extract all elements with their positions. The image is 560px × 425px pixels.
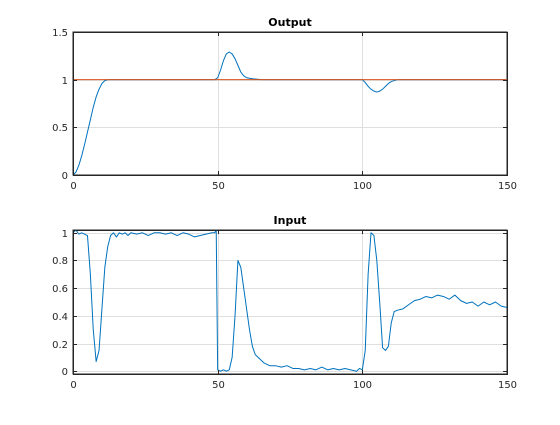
y-tick-label: 1.5 [52,28,68,39]
y-tick-label: 0 [62,171,68,182]
chart-title-input: Input [274,214,307,227]
x-tick-label: 50 [212,181,225,192]
y-tick-label: 0.5 [52,123,68,134]
axes-frame [73,32,508,176]
axes-output: 0 50 100 150 0 0.5 1 1.5 Output [52,16,517,192]
tick-layer: 0 50 100 150 0 0.2 0.4 0.6 0.8 1 [52,229,517,391]
y-tick-label: 1 [62,229,68,240]
grid-lines [73,230,507,374]
axes-frame [73,230,508,375]
tick-layer: 0 50 100 150 0 0.5 1 1.5 [52,28,517,192]
x-tick-label: 100 [353,380,372,391]
axes-background [72,229,508,375]
y-tick-label: 0.8 [52,256,68,267]
grid-lines [73,32,507,175]
x-tick-label: 50 [212,380,225,391]
x-tick-label: 150 [498,380,517,391]
series-layer [72,51,507,176]
series-layer [72,229,508,372]
chart-title-output: Output [268,16,311,29]
axes-background [72,31,508,176]
y-tick-label: 0.4 [52,312,68,323]
axes-input: 0 50 100 150 0 0.2 0.4 0.6 0.8 1 Input [52,214,517,391]
x-tick-label: 100 [353,181,372,192]
series-line-0 [72,51,507,176]
y-tick-label: 0 [62,367,68,378]
x-tick-label: 0 [70,380,76,391]
series-line-0 [72,229,508,372]
y-tick-label: 0.6 [52,284,68,295]
x-tick-label: 150 [498,181,517,192]
y-tick-label: 0.2 [52,340,68,351]
x-tick-label: 0 [70,181,76,192]
y-tick-label: 1 [62,76,68,87]
